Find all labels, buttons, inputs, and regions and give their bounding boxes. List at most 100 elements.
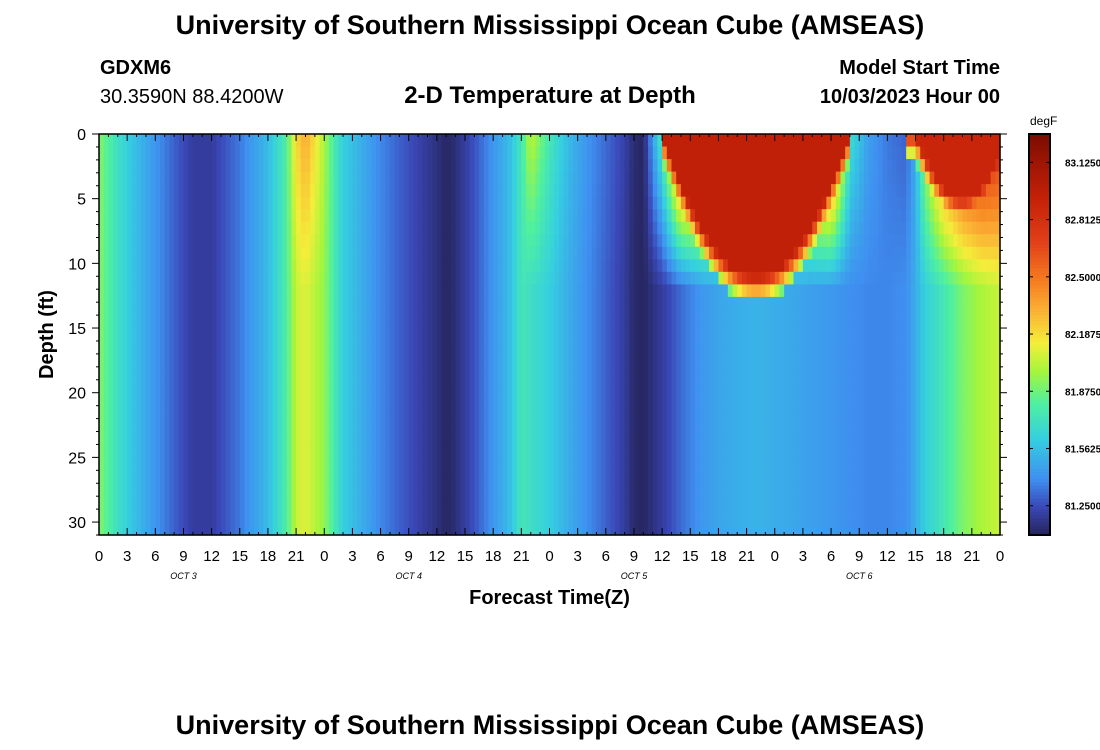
- heatmap-cell: [230, 246, 236, 260]
- heatmap-cell: [352, 509, 358, 524]
- heatmap-cell: [662, 296, 668, 311]
- heatmap-cell: [418, 472, 424, 486]
- heatmap-cell: [436, 296, 443, 311]
- heatmap-cell: [483, 372, 490, 386]
- heatmap-cell: [441, 459, 447, 473]
- heatmap-cell: [540, 296, 546, 311]
- heatmap-cell: [474, 497, 480, 511]
- heatmap-cell: [732, 522, 738, 536]
- heatmap-cell: [432, 196, 438, 210]
- heatmap-cell: [394, 196, 400, 210]
- heatmap-cell: [516, 221, 522, 235]
- heatmap-cell: [826, 484, 832, 499]
- heatmap-cell: [188, 284, 194, 298]
- heatmap-cell: [483, 409, 490, 423]
- heatmap-cell: [793, 484, 799, 499]
- heatmap-cell: [352, 334, 358, 348]
- heatmap-cell: [577, 484, 583, 499]
- heatmap-cell: [816, 221, 823, 235]
- heatmap-cell: [113, 184, 119, 198]
- heatmap-cell: [535, 384, 541, 398]
- heatmap-cell: [572, 184, 579, 198]
- heatmap-cell: [282, 271, 288, 285]
- heatmap-cell: [352, 196, 358, 210]
- heatmap-cell: [694, 447, 701, 461]
- heatmap-cell: [727, 196, 734, 210]
- heatmap-cell: [554, 422, 560, 436]
- heatmap-cell: [136, 259, 142, 273]
- heatmap-cell: [258, 309, 264, 323]
- heatmap-cell: [713, 296, 720, 311]
- heatmap-cell: [793, 246, 799, 260]
- heatmap-cell: [371, 296, 377, 311]
- heatmap-cell: [596, 296, 602, 311]
- heatmap-cell: [582, 409, 588, 423]
- heatmap-cell: [535, 309, 541, 323]
- heatmap-cell: [812, 484, 818, 499]
- heatmap-cell: [638, 171, 644, 185]
- heatmap-cell: [615, 321, 621, 336]
- heatmap-cell: [141, 397, 147, 411]
- heatmap-cell: [601, 246, 607, 260]
- heatmap-cell: [380, 472, 386, 486]
- heatmap-cell: [216, 472, 222, 486]
- heatmap-cell: [277, 271, 283, 285]
- heatmap-cell: [418, 434, 424, 448]
- heatmap-cell: [544, 522, 551, 536]
- heatmap-cell: [277, 196, 283, 210]
- heatmap-cell: [812, 171, 818, 185]
- heatmap-cell: [723, 134, 729, 148]
- heatmap-cell: [225, 334, 231, 348]
- heatmap-cell: [277, 447, 283, 461]
- heatmap-cell: [544, 484, 551, 499]
- heatmap-cell: [535, 397, 541, 411]
- heatmap-cell: [511, 146, 518, 160]
- heatmap-cell: [375, 296, 382, 311]
- heatmap-cell: [652, 271, 659, 285]
- heatmap-cell: [629, 397, 635, 411]
- heatmap-cell: [432, 271, 438, 285]
- heatmap-cell: [267, 209, 274, 223]
- heatmap-cell: [282, 146, 288, 160]
- heatmap-cell: [709, 159, 715, 173]
- heatmap-cell: [577, 372, 583, 386]
- heatmap-cell: [258, 271, 264, 285]
- heatmap-cell: [141, 221, 147, 235]
- heatmap-cell: [432, 321, 438, 336]
- heatmap-cell: [582, 384, 588, 398]
- heatmap-cell: [432, 134, 438, 148]
- heatmap-cell: [558, 221, 565, 235]
- heatmap-cell: [685, 447, 691, 461]
- heatmap-cell: [441, 146, 447, 160]
- heatmap-cell: [718, 134, 724, 148]
- heatmap-cell: [160, 309, 166, 323]
- heatmap-cell: [155, 234, 161, 248]
- heatmap-cell: [197, 372, 203, 386]
- heatmap-cell: [343, 159, 349, 173]
- heatmap-cell: [479, 146, 485, 160]
- heatmap-cell: [352, 271, 358, 285]
- heatmap-cell: [760, 234, 766, 248]
- heatmap-cell: [624, 497, 630, 511]
- heatmap-cell: [399, 384, 405, 398]
- heatmap-cell: [319, 159, 325, 173]
- heatmap-cell: [821, 334, 827, 348]
- heatmap-cell: [343, 221, 349, 235]
- heatmap-cell: [155, 384, 161, 398]
- heatmap-cell: [502, 497, 508, 511]
- heatmap-cell: [314, 184, 321, 198]
- heatmap-cell: [605, 259, 612, 273]
- heatmap-cell: [741, 209, 748, 223]
- heatmap-cell: [310, 522, 316, 536]
- heatmap-cell: [507, 234, 513, 248]
- heatmap-cell: [319, 397, 325, 411]
- heatmap-cell: [713, 259, 720, 273]
- heatmap-cell: [751, 296, 757, 311]
- heatmap-cell: [314, 296, 321, 311]
- heatmap-cell: [802, 309, 809, 323]
- heatmap-cell: [235, 422, 241, 436]
- heatmap-cell: [286, 221, 292, 235]
- heatmap-cell: [798, 134, 804, 148]
- heatmap-cell: [465, 196, 471, 210]
- heatmap-cell: [469, 509, 476, 524]
